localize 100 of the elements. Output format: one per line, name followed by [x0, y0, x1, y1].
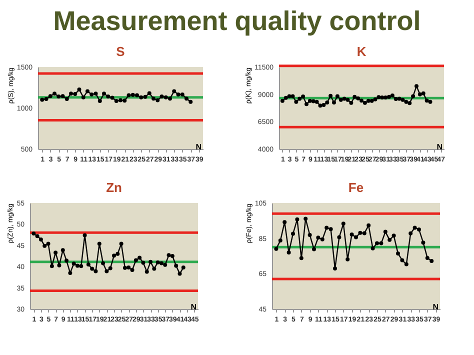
point: [396, 252, 400, 256]
point: [178, 272, 182, 276]
point: [188, 100, 193, 104]
point: [414, 84, 418, 88]
point: [356, 96, 360, 100]
point: [358, 230, 362, 235]
x-axis-title: N: [432, 302, 439, 312]
point: [400, 98, 405, 102]
point: [299, 256, 304, 260]
point: [73, 92, 78, 96]
point: [164, 95, 168, 100]
point: [337, 235, 342, 240]
point: [421, 91, 426, 96]
point: [312, 247, 316, 252]
point: [48, 94, 52, 98]
point: [176, 92, 180, 96]
point: [411, 94, 416, 98]
point: [287, 94, 292, 98]
point: [86, 89, 90, 94]
point: [97, 242, 102, 246]
point: [134, 258, 138, 262]
point: [280, 98, 284, 103]
point: [298, 96, 302, 101]
point: [174, 264, 178, 268]
point: [144, 270, 149, 274]
point: [311, 99, 316, 104]
point: [40, 98, 44, 102]
point: [101, 261, 106, 266]
point: [320, 237, 324, 242]
point: [152, 96, 156, 101]
point: [138, 256, 142, 260]
point: [314, 100, 319, 104]
point: [50, 264, 54, 268]
point: [274, 246, 278, 251]
point: [170, 254, 174, 258]
point: [156, 260, 160, 264]
point: [52, 92, 56, 96]
point: [342, 96, 346, 101]
point: [184, 96, 188, 101]
point: [341, 222, 346, 226]
point: [282, 220, 287, 224]
point: [404, 100, 408, 104]
point: [163, 262, 168, 267]
point: [106, 94, 110, 99]
point: [380, 96, 384, 100]
point: [325, 100, 330, 105]
point: [352, 94, 357, 99]
point: [366, 98, 370, 103]
point: [373, 97, 378, 102]
point: [126, 93, 131, 98]
point: [291, 232, 295, 236]
point: [346, 98, 350, 102]
point: [322, 102, 326, 107]
point: [75, 264, 80, 268]
point: [139, 95, 144, 100]
point: [94, 92, 98, 96]
point: [141, 260, 146, 265]
point: [421, 240, 426, 245]
point: [64, 96, 69, 101]
point: [68, 270, 72, 275]
point: [328, 227, 333, 232]
point: [119, 242, 124, 246]
point: [94, 269, 98, 274]
point: [333, 266, 337, 271]
point: [366, 223, 371, 228]
point: [400, 258, 404, 262]
point: [332, 100, 336, 105]
point: [44, 96, 48, 101]
point: [90, 92, 94, 96]
point: [64, 258, 69, 263]
point: [301, 94, 306, 99]
point: [350, 232, 354, 236]
point: [278, 238, 282, 242]
point: [370, 246, 375, 250]
point: [168, 96, 172, 101]
point: [102, 92, 106, 96]
point: [72, 262, 76, 266]
point: [418, 92, 422, 96]
point: [130, 268, 134, 272]
point: [370, 98, 374, 103]
point: [349, 100, 354, 105]
point: [159, 261, 164, 266]
chart-title: K: [356, 44, 367, 59]
point: [387, 94, 391, 99]
point: [390, 94, 394, 98]
point: [328, 94, 333, 98]
point: [60, 248, 65, 252]
point: [338, 98, 343, 102]
point: [295, 217, 300, 222]
point: [360, 98, 364, 103]
point: [324, 226, 329, 230]
point: [148, 260, 153, 264]
point: [32, 232, 36, 236]
point: [335, 94, 340, 98]
point: [114, 99, 118, 104]
point: [318, 104, 322, 108]
point: [408, 101, 412, 106]
point: [54, 250, 58, 255]
point: [56, 94, 61, 99]
point: [346, 257, 350, 262]
